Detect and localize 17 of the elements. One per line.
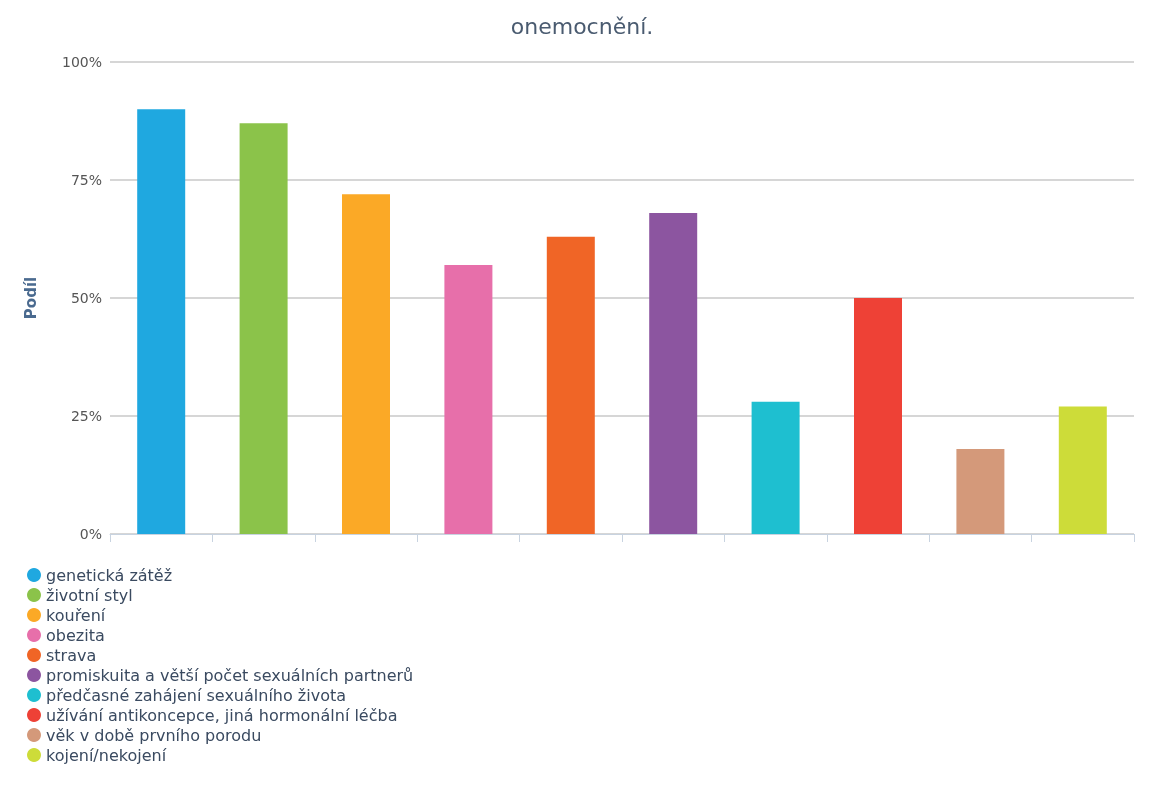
- y-tick-label: 75%: [70, 172, 102, 188]
- legend-label: genetická zátěž: [46, 565, 173, 585]
- legend-label: životní styl: [46, 585, 133, 605]
- y-tick-label: 50%: [70, 290, 102, 306]
- y-tick-label: 0%: [79, 526, 102, 542]
- legend-label: užívání antikoncepce, jiná hormonální léčba: [46, 705, 398, 725]
- legend-label: kojení/nekojení: [46, 745, 167, 765]
- legend-label: promiskuita a větší počet sexuálních partnerů: [46, 665, 414, 685]
- legend-label: předčasné zahájení sexuálního života: [46, 685, 347, 705]
- legend-label: kouření: [46, 605, 106, 625]
- chart-title: onemocnění.: [510, 13, 654, 39]
- legend-label: obezita: [46, 625, 105, 645]
- legend-label: strava: [46, 645, 97, 665]
- legend-label: věk v době prvního porodu: [46, 725, 262, 745]
- y-tick-label: 25%: [70, 408, 102, 424]
- y-axis-title: Podíl: [21, 276, 40, 320]
- y-tick-label: 100%: [61, 54, 102, 70]
